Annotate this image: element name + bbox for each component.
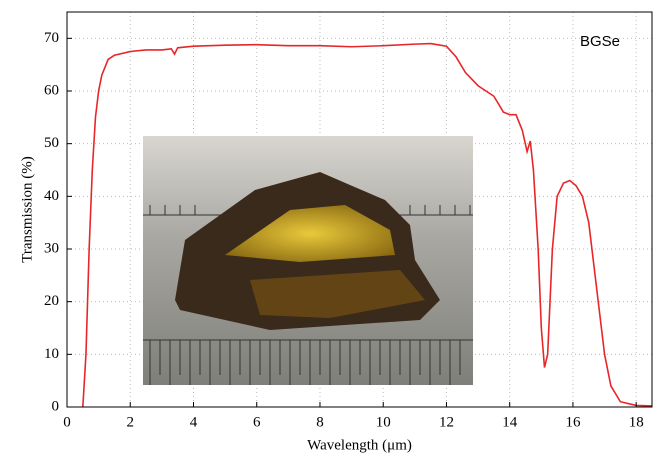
- x-tick-label: 12: [439, 414, 454, 430]
- inset-photo: [143, 136, 473, 385]
- y-axis-label: Transmission (%): [19, 156, 35, 263]
- y-tick-label: 30: [44, 240, 59, 256]
- x-tick-label: 2: [126, 414, 134, 430]
- y-tick-label: 70: [44, 30, 59, 46]
- x-tick-label: 18: [629, 414, 644, 430]
- y-tick-label: 20: [44, 293, 59, 309]
- plot-frame: [66, 11, 653, 408]
- x-tick-label: 8: [316, 414, 324, 430]
- y-tick-label: 0: [52, 398, 60, 414]
- y-tick-label: 50: [44, 135, 59, 151]
- x-tick-label: 4: [190, 414, 198, 430]
- y-tick-label: 40: [44, 188, 59, 204]
- x-tick-label: 14: [502, 414, 518, 430]
- x-tick-label: 10: [376, 414, 391, 430]
- x-tick-label: 6: [253, 414, 261, 430]
- x-tick-label: 0: [63, 414, 71, 430]
- data-line: [82, 42, 653, 408]
- x-axis-label: Wavelength (μm): [307, 437, 412, 453]
- annotation: BGSe: [580, 33, 620, 50]
- y-tick-label: 60: [44, 82, 59, 98]
- x-tick-label: 16: [565, 414, 581, 430]
- y-tick-label: 10: [44, 346, 59, 362]
